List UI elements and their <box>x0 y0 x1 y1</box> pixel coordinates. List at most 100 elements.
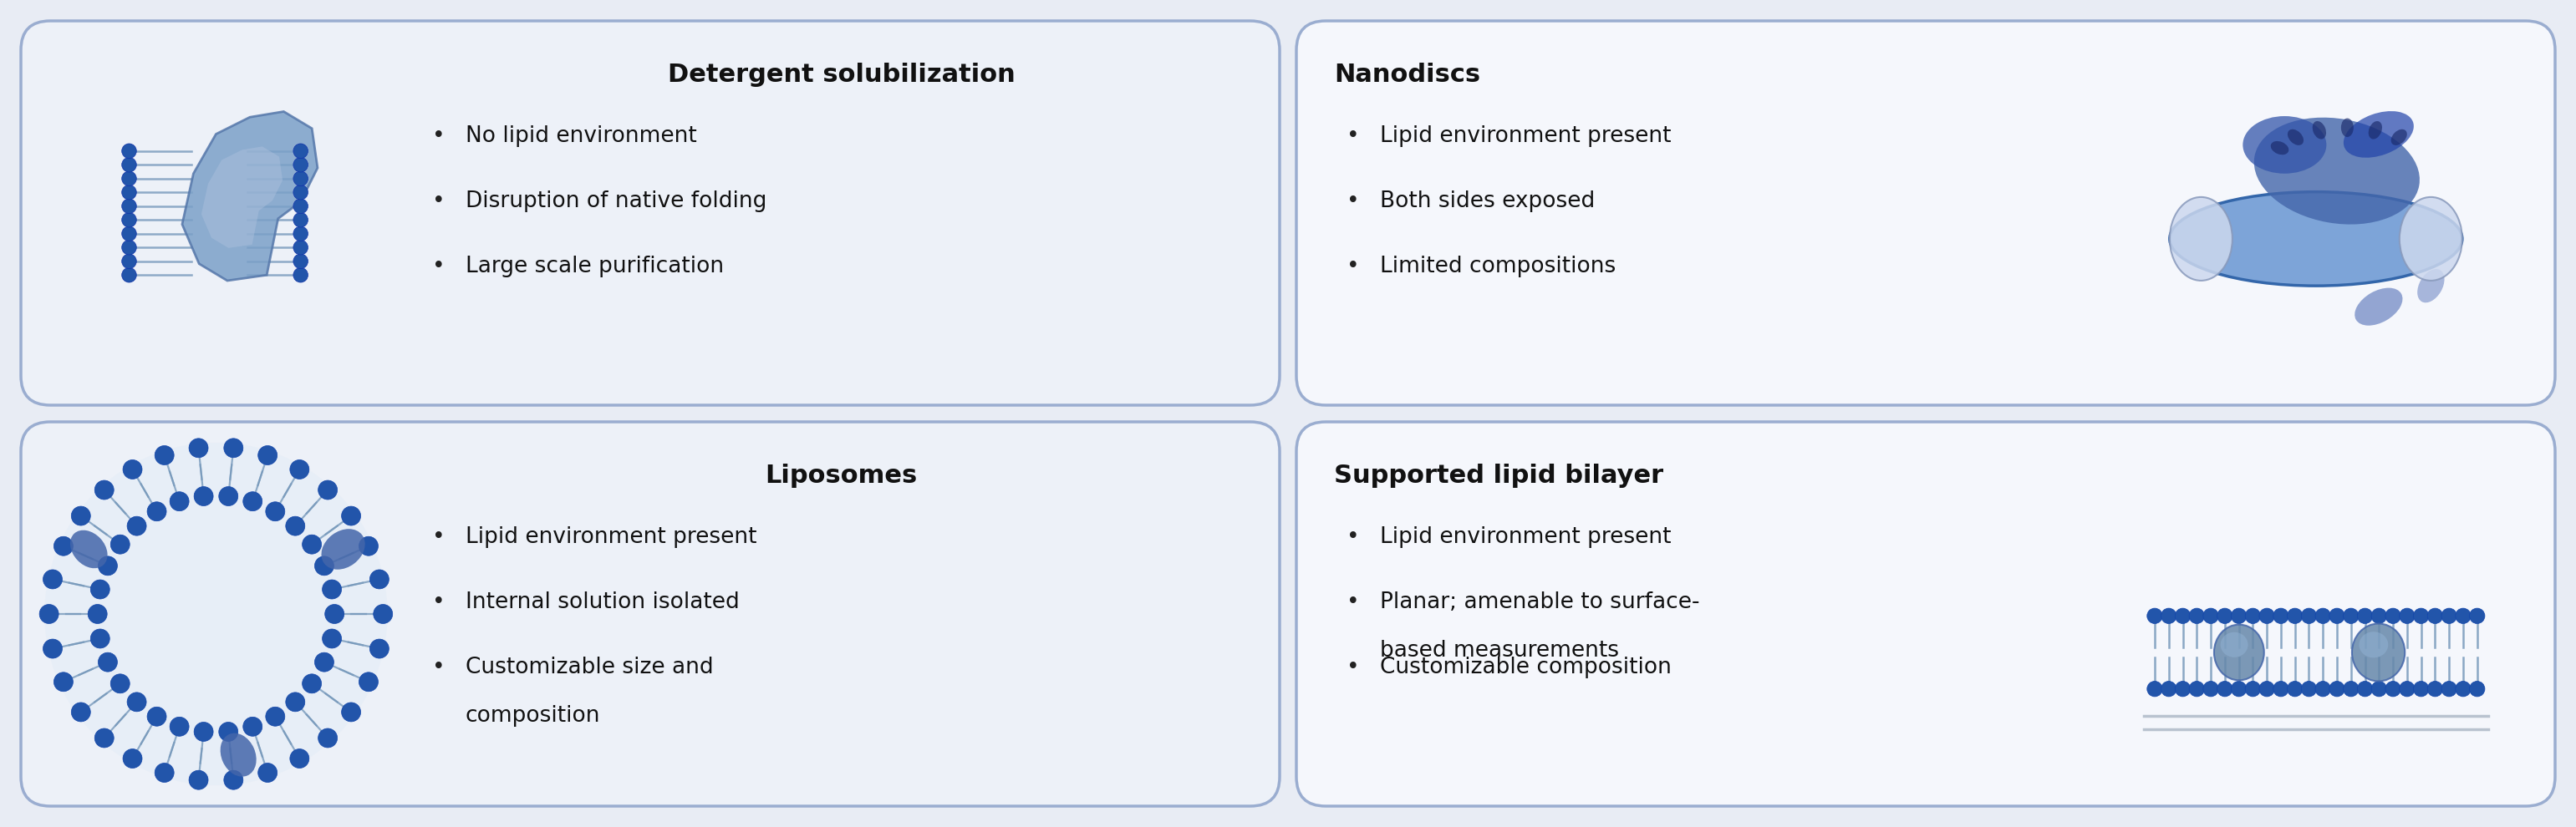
Circle shape <box>2455 608 2470 624</box>
Circle shape <box>121 185 137 199</box>
Circle shape <box>2174 681 2190 696</box>
Ellipse shape <box>2287 129 2303 146</box>
Circle shape <box>2357 681 2372 696</box>
Circle shape <box>2427 608 2442 624</box>
Circle shape <box>44 639 62 658</box>
Circle shape <box>2414 608 2429 624</box>
Text: Supported lipid bilayer: Supported lipid bilayer <box>1334 464 1664 488</box>
Circle shape <box>121 198 137 213</box>
Circle shape <box>2300 681 2316 696</box>
Circle shape <box>95 729 113 748</box>
FancyBboxPatch shape <box>1296 422 2555 806</box>
Ellipse shape <box>2398 197 2463 280</box>
Text: No lipid environment: No lipid environment <box>466 126 696 147</box>
Circle shape <box>121 213 137 227</box>
Text: Customizable composition: Customizable composition <box>1381 657 1672 678</box>
Ellipse shape <box>2254 117 2419 224</box>
Circle shape <box>54 672 72 691</box>
Circle shape <box>2398 681 2414 696</box>
Circle shape <box>147 707 167 726</box>
Circle shape <box>121 227 137 241</box>
Circle shape <box>322 580 343 599</box>
Text: based measurements: based measurements <box>1381 640 1618 662</box>
Text: Lipid environment present: Lipid environment present <box>466 526 757 548</box>
Circle shape <box>2146 681 2161 696</box>
Circle shape <box>124 749 142 768</box>
Circle shape <box>242 492 263 511</box>
Circle shape <box>188 438 209 457</box>
Circle shape <box>319 729 337 748</box>
Circle shape <box>121 171 137 186</box>
Ellipse shape <box>2221 632 2249 657</box>
Circle shape <box>2272 681 2287 696</box>
Circle shape <box>2174 608 2190 624</box>
Text: •: • <box>1347 657 1360 678</box>
Circle shape <box>2329 681 2344 696</box>
Circle shape <box>2316 608 2331 624</box>
Circle shape <box>126 692 147 711</box>
Ellipse shape <box>2313 121 2326 139</box>
Circle shape <box>39 605 59 624</box>
FancyBboxPatch shape <box>1296 21 2555 405</box>
Circle shape <box>2202 681 2218 696</box>
Ellipse shape <box>2269 141 2287 155</box>
Ellipse shape <box>2367 121 2383 139</box>
Circle shape <box>358 537 379 556</box>
Text: Nanodiscs: Nanodiscs <box>1334 63 1481 87</box>
Circle shape <box>170 717 188 736</box>
Circle shape <box>2246 681 2262 696</box>
Circle shape <box>291 749 309 768</box>
Text: Liposomes: Liposomes <box>765 464 917 488</box>
Text: •: • <box>1347 591 1360 613</box>
Circle shape <box>219 486 237 506</box>
Circle shape <box>2231 608 2246 624</box>
Ellipse shape <box>2213 624 2264 681</box>
Circle shape <box>2385 608 2401 624</box>
Circle shape <box>294 157 309 172</box>
Polygon shape <box>201 146 283 248</box>
Text: •: • <box>1347 190 1360 213</box>
Circle shape <box>2344 608 2360 624</box>
Text: Internal solution isolated: Internal solution isolated <box>466 591 739 613</box>
Circle shape <box>294 268 309 282</box>
Circle shape <box>90 580 111 599</box>
Circle shape <box>88 605 108 624</box>
Circle shape <box>265 502 286 521</box>
Circle shape <box>44 442 386 786</box>
Circle shape <box>2287 608 2303 624</box>
Circle shape <box>2287 681 2303 696</box>
Circle shape <box>2414 681 2429 696</box>
Ellipse shape <box>2391 129 2406 146</box>
Circle shape <box>2190 681 2205 696</box>
Ellipse shape <box>2244 116 2326 174</box>
Circle shape <box>2231 681 2246 696</box>
Text: Large scale purification: Large scale purification <box>466 256 724 277</box>
Text: Disruption of native folding: Disruption of native folding <box>466 190 768 213</box>
Text: Lipid environment present: Lipid environment present <box>1381 126 1672 147</box>
Circle shape <box>2398 608 2414 624</box>
Text: •: • <box>1347 526 1360 548</box>
Circle shape <box>258 446 278 465</box>
Circle shape <box>294 171 309 186</box>
Circle shape <box>2385 681 2401 696</box>
Circle shape <box>2442 681 2458 696</box>
Circle shape <box>111 674 129 693</box>
Circle shape <box>2161 608 2177 624</box>
Circle shape <box>121 254 137 269</box>
Text: Planar; amenable to surface-: Planar; amenable to surface- <box>1381 591 1700 613</box>
Circle shape <box>155 446 175 465</box>
Circle shape <box>121 144 137 158</box>
Circle shape <box>286 516 304 536</box>
Circle shape <box>325 605 345 624</box>
Circle shape <box>314 653 335 672</box>
FancyBboxPatch shape <box>21 21 1280 405</box>
Circle shape <box>314 557 335 576</box>
Circle shape <box>286 692 304 711</box>
Text: Customizable size and: Customizable size and <box>466 657 714 678</box>
Text: composition: composition <box>466 705 600 727</box>
Circle shape <box>54 537 72 556</box>
Ellipse shape <box>2344 111 2414 158</box>
Text: •: • <box>433 526 446 548</box>
Circle shape <box>121 240 137 255</box>
Circle shape <box>121 157 137 172</box>
